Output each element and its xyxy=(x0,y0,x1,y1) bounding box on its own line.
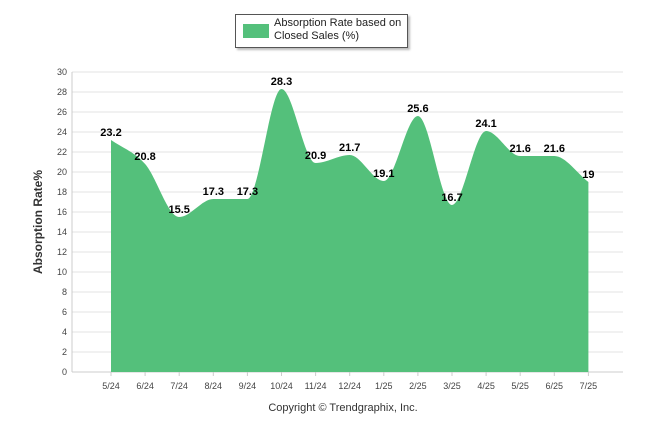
y-tick-label: 24 xyxy=(57,127,67,137)
data-label: 20.8 xyxy=(134,151,155,163)
x-tick-label: 7/24 xyxy=(170,381,188,391)
data-label: 17.3 xyxy=(237,186,258,198)
data-label: 19 xyxy=(582,169,594,181)
x-tick-label: 7/25 xyxy=(580,381,598,391)
y-tick-label: 26 xyxy=(57,107,67,117)
x-tick-label: 4/25 xyxy=(477,381,495,391)
data-label: 25.6 xyxy=(407,103,428,115)
data-label: 28.3 xyxy=(271,76,292,88)
y-tick-label: 0 xyxy=(62,367,67,377)
legend: Absorption Rate based on Closed Sales (%… xyxy=(235,14,408,48)
y-axis-label: Absorption Rate% xyxy=(31,169,45,275)
data-label: 16.7 xyxy=(441,192,462,204)
data-label: 20.9 xyxy=(305,150,326,162)
data-label: 21.7 xyxy=(339,142,360,154)
data-label: 21.6 xyxy=(509,143,530,155)
y-tick-label: 28 xyxy=(57,87,67,97)
x-tick-label: 9/24 xyxy=(239,381,257,391)
data-label: 15.5 xyxy=(168,204,189,216)
x-tick-label: 5/24 xyxy=(102,381,120,391)
y-tick-label: 16 xyxy=(57,207,67,217)
x-tick-label: 1/25 xyxy=(375,381,393,391)
y-tick-label: 22 xyxy=(57,147,67,157)
x-tick-label: 8/24 xyxy=(205,381,223,391)
x-tick-label: 12/24 xyxy=(338,381,361,391)
x-tick-label: 6/25 xyxy=(546,381,564,391)
x-tick-label: 11/24 xyxy=(305,381,327,391)
y-tick-label: 2 xyxy=(62,347,67,357)
legend-label: Absorption Rate based on Closed Sales (%… xyxy=(274,17,402,42)
y-tick-label: 18 xyxy=(57,187,67,197)
y-tick-label: 20 xyxy=(57,167,67,177)
x-tick-label: 3/25 xyxy=(443,381,461,391)
y-tick-label: 14 xyxy=(57,227,67,237)
data-label: 19.1 xyxy=(373,168,394,180)
y-tick-label: 30 xyxy=(57,67,67,77)
x-tick-label: 10/24 xyxy=(270,381,293,391)
data-label: 23.2 xyxy=(100,127,121,139)
data-label: 21.6 xyxy=(544,143,565,155)
area-series xyxy=(111,89,589,372)
y-tick-label: 6 xyxy=(62,307,67,317)
x-tick-label: 2/25 xyxy=(409,381,427,391)
legend-swatch xyxy=(243,24,269,38)
copyright-credit: Copyright © Trendgraphix, Inc. xyxy=(268,402,418,414)
x-tick-label: 5/25 xyxy=(511,381,529,391)
y-tick-label: 10 xyxy=(57,267,67,277)
data-label: 24.1 xyxy=(475,118,496,130)
x-tick-label: 6/24 xyxy=(136,381,154,391)
y-tick-label: 12 xyxy=(57,247,67,257)
y-tick-label: 4 xyxy=(62,327,67,337)
y-tick-label: 8 xyxy=(62,287,67,297)
data-label: 17.3 xyxy=(203,186,224,198)
